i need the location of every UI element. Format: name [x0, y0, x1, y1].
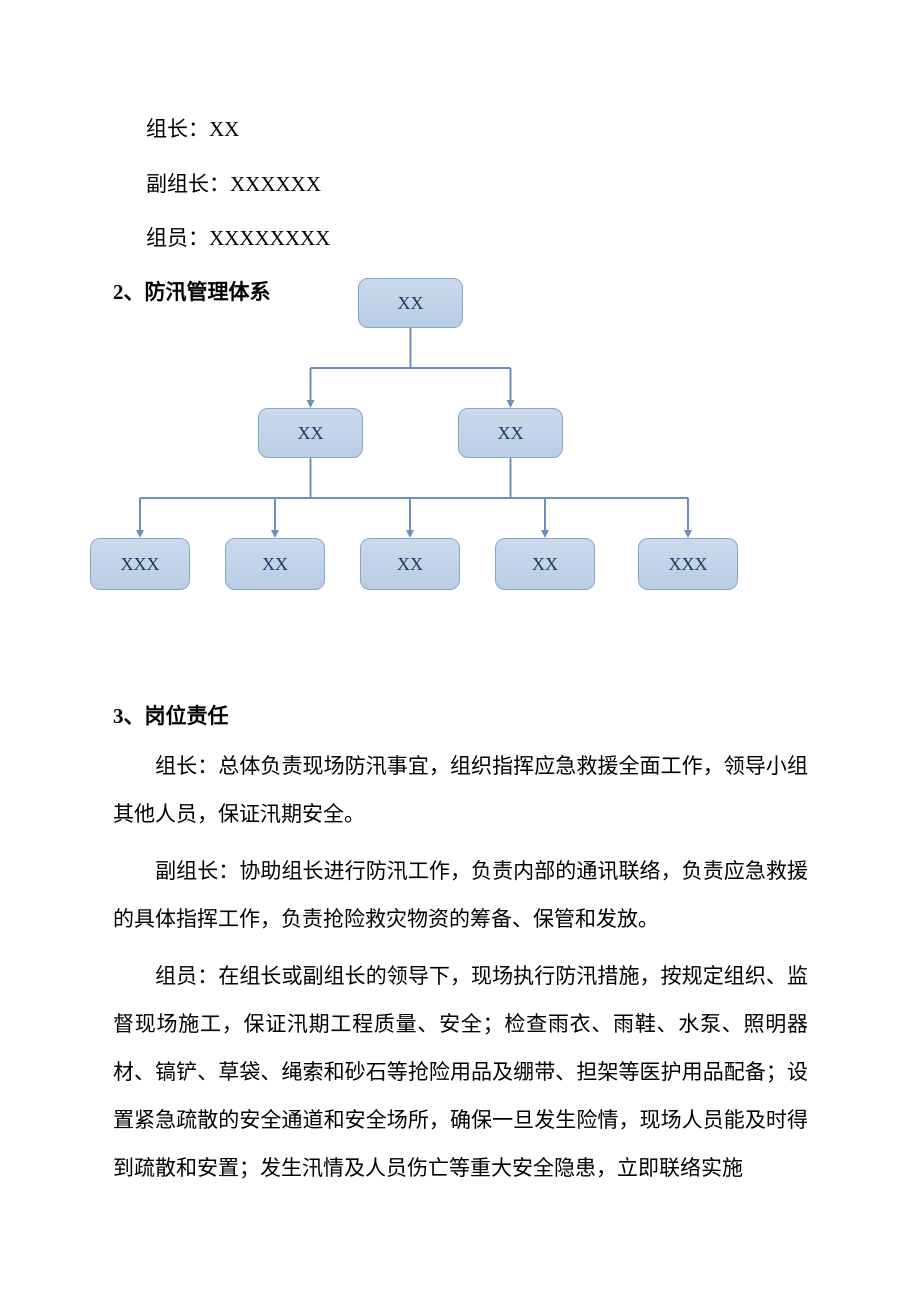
roster-member: 组员：XXXXXXXX	[146, 222, 330, 252]
org-node-root: XX	[358, 278, 463, 328]
org-node-l3-1: XXX	[90, 538, 190, 590]
section-3-heading: 3、岗位责任	[113, 700, 229, 730]
roster-leader: 组长：XX	[146, 113, 239, 143]
org-node-l3-2: XX	[225, 538, 325, 590]
section-3-p3-text: 组员：在组长或副组长的领导下，现场执行防汛措施，按规定组织、监督现场施工，保证汛…	[113, 964, 808, 1180]
org-node-l3-4: XX	[495, 538, 595, 590]
roster-deputy: 副组长：XXXXXX	[146, 168, 321, 198]
section-3-p2: 副组长：协助组长进行防汛工作，负责内部的通讯联络，负责应急救援的具体指挥工作，负…	[113, 847, 808, 943]
section-3-p2-text: 副组长：协助组长进行防汛工作，负责内部的通讯联络，负责应急救援的具体指挥工作，负…	[113, 859, 808, 931]
section-3-p1-text: 组长：总体负责现场防汛事宜，组织指挥应急救援全面工作，领导小组其他人员，保证汛期…	[113, 754, 808, 826]
org-node-l2-right: XX	[458, 408, 563, 458]
section-3-p1: 组长：总体负责现场防汛事宜，组织指挥应急救援全面工作，领导小组其他人员，保证汛期…	[113, 742, 808, 838]
org-node-l3-5: XXX	[638, 538, 738, 590]
org-node-l3-3: XX	[360, 538, 460, 590]
org-node-l2-left: XX	[258, 408, 363, 458]
section-3-p3: 组员：在组长或副组长的领导下，现场执行防汛措施，按规定组织、监督现场施工，保证汛…	[113, 952, 808, 1192]
document-page: 组长：XX 副组长：XXXXXX 组员：XXXXXXXX 2、防汛管理体系 XX…	[0, 0, 920, 1302]
org-chart: XX XX XX XXX XX XX XX XXX	[80, 278, 740, 608]
